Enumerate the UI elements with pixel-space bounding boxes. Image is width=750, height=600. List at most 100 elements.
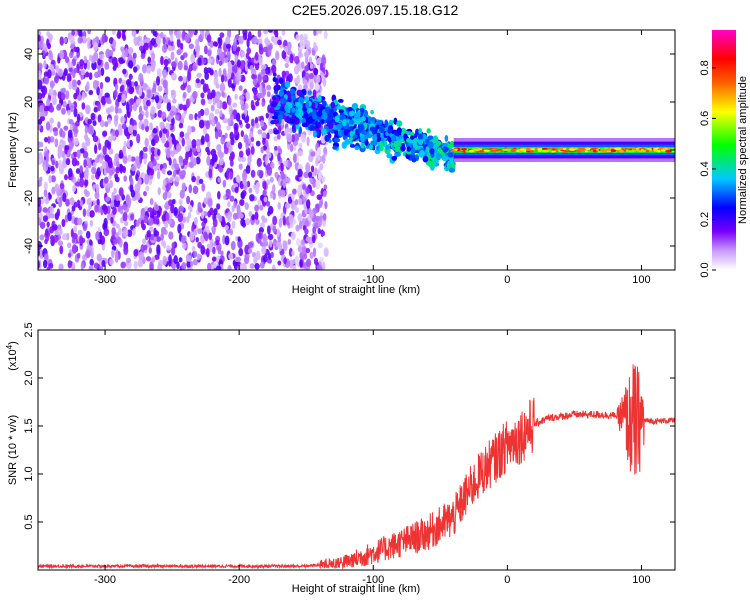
spectrogram-cell	[157, 187, 161, 196]
spectrogram-cell	[287, 238, 292, 245]
spectrogram-cell	[191, 175, 196, 183]
spectrogram-cell	[113, 187, 117, 195]
spectrogram-cell	[361, 130, 367, 135]
spectrogram-cell	[284, 116, 289, 123]
spectrogram-cell	[43, 136, 48, 143]
colorbar-tick-label: 0.8	[699, 60, 711, 75]
spectrogram-cell	[182, 158, 189, 166]
spectrogram-cell	[148, 217, 154, 227]
spectrogram-cell	[140, 52, 146, 59]
spectrogram-cell	[213, 71, 219, 79]
spectrogram-xtick-label: 0	[504, 274, 510, 286]
spectrogram-cell	[297, 245, 303, 253]
spectrogram-cell	[71, 205, 76, 212]
spectrogram-cell	[76, 252, 81, 259]
spectrogram-cell	[118, 152, 124, 159]
spectrogram-cell	[119, 164, 124, 174]
spectrogram-cell	[316, 194, 323, 201]
spectrogram-cell	[236, 59, 242, 68]
spectrogram-cell	[266, 132, 270, 140]
spectrogram-cell	[207, 58, 213, 64]
spectrogram-cell	[132, 227, 136, 236]
spectrogram-cell	[280, 97, 287, 105]
spectrogram-cell	[314, 45, 319, 53]
spectrogram-cell	[141, 123, 145, 131]
spectrogram-cell	[170, 246, 176, 256]
spectrogram-cell	[68, 80, 73, 90]
spectrogram-cell	[429, 148, 435, 155]
spectrogram-cell	[88, 265, 94, 270]
spectrogram-cell	[39, 234, 45, 241]
spectrogram-cell	[62, 192, 67, 203]
spectrogram-cell	[300, 134, 306, 143]
spectrogram-cell	[254, 204, 260, 212]
spectrogram-cell	[273, 30, 278, 36]
spectrogram-cell	[162, 128, 168, 134]
spectrogram-cell	[349, 143, 356, 148]
spectrogram-cell	[314, 82, 320, 92]
spectrogram-cell	[304, 228, 309, 235]
spectrogram-cell	[432, 159, 439, 164]
spectrogram-carrier-cell	[640, 148, 644, 151]
spectrogram-cell	[310, 151, 316, 157]
spectrogram-cell	[188, 184, 193, 194]
spectrogram-cell	[367, 116, 372, 121]
spectrogram-cell	[270, 251, 274, 259]
spectrogram-cell	[126, 229, 133, 238]
spectrogram-cell	[297, 150, 303, 157]
spectrogram-cell	[186, 195, 191, 205]
spectrogram-cell	[148, 247, 152, 254]
spectrogram-cell	[235, 112, 241, 122]
spectrogram-cell	[261, 217, 268, 224]
spectrogram-cell	[307, 116, 314, 124]
spectrogram-cell	[84, 178, 89, 187]
spectrogram-cell	[166, 192, 172, 199]
spectrogram-cell	[122, 145, 126, 155]
spectrogram-cell	[49, 205, 54, 215]
spectrogram-cell	[72, 184, 76, 193]
spectrogram-cell	[296, 61, 301, 72]
spectrogram-cell	[38, 197, 42, 207]
spectrogram-cell	[250, 136, 255, 142]
spectrogram-cell	[138, 73, 144, 83]
spectrogram-cell	[286, 177, 291, 184]
spectrogram-cell	[292, 188, 297, 195]
spectrogram-cell	[258, 170, 264, 178]
spectrogram-cell	[254, 211, 259, 220]
spectrogram-carrier-cell	[529, 150, 534, 153]
spectrogram-cell	[242, 32, 248, 41]
spectrogram-cell	[229, 228, 234, 236]
spectrogram-cell	[114, 176, 120, 183]
spectrogram-cell	[96, 65, 101, 71]
spectrogram-cell	[43, 181, 48, 190]
spectrogram-cell	[313, 30, 317, 37]
spectrogram-cell	[288, 214, 294, 224]
spectrogram-cell	[260, 146, 264, 154]
spectrogram-cell	[87, 30, 92, 35]
spectrogram-cell	[160, 136, 166, 144]
spectrogram-cell	[337, 98, 344, 103]
spectrogram-cell	[67, 212, 72, 222]
spectrogram-cell	[293, 55, 300, 65]
spectrogram-carrier-cell	[558, 147, 564, 151]
spectrogram-cell	[61, 150, 66, 159]
spectrogram-carrier-cell	[604, 148, 612, 152]
spectrogram-cell	[125, 79, 132, 86]
spectrogram-cell	[278, 218, 283, 228]
spectrogram-cell	[121, 204, 128, 210]
spectrogram-cell	[410, 135, 415, 140]
spectrogram-cell	[158, 130, 163, 139]
spectrogram-cell	[205, 83, 209, 92]
spectrogram-cell	[87, 118, 92, 125]
spectrogram-cell	[63, 37, 68, 44]
spectrogram-cell	[57, 145, 63, 156]
spectrogram-cell	[69, 105, 74, 113]
spectrogram-cell	[156, 244, 161, 255]
spectrogram-cell	[128, 139, 133, 147]
spectrogram-cell	[151, 257, 156, 263]
spectrogram-cell	[102, 130, 108, 137]
spectrogram-cell	[181, 30, 186, 40]
spectrogram-cell	[266, 200, 271, 207]
spectrogram-cell	[177, 144, 182, 152]
snr-axis-ticks: -300 -200 -100 0 100 0.5 1.0 1.5 2.0 2.5	[23, 322, 675, 586]
